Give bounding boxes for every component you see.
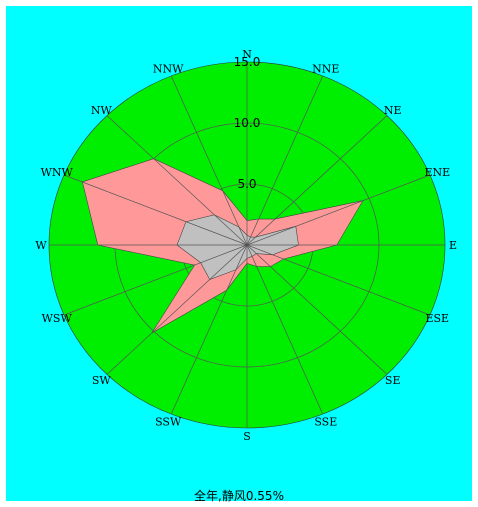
- direction-label-ene: ENE: [424, 166, 450, 179]
- direction-label-se: SE: [385, 374, 401, 387]
- spoke-ne: [246, 115, 388, 246]
- direction-label-ese: ESE: [425, 312, 449, 325]
- direction-label-nne: NNE: [312, 63, 339, 76]
- spoke-nne: [246, 75, 324, 246]
- spoke-wsw: [63, 244, 248, 316]
- spoke-wnw: [63, 174, 248, 246]
- spoke-sse: [246, 244, 324, 415]
- chart-caption: 全年,静风0.55%: [194, 489, 284, 503]
- direction-label-nw: NW: [91, 104, 113, 117]
- direction-label-n: N: [242, 48, 252, 61]
- direction-label-ssw: SSW: [155, 416, 182, 429]
- direction-label-w: W: [35, 239, 47, 252]
- direction-label-wnw: WNW: [41, 166, 74, 179]
- ring-value-label-2: 15.0: [234, 55, 261, 69]
- direction-label-sw: SW: [92, 374, 112, 387]
- chart-panel: N NNE NE ENE E ESE SE SSE S SSW SW WSW W WNW NW NNW 5.0 1…: [6, 6, 472, 503]
- direction-label-e: E: [449, 239, 457, 252]
- ring-value-label-0: 5.0: [237, 177, 256, 191]
- spoke-nw: [106, 115, 248, 246]
- spoke-se: [246, 244, 388, 375]
- direction-label-wsw: WSW: [42, 312, 73, 325]
- direction-label-sse: SSE: [314, 416, 337, 429]
- spoke-ese: [246, 244, 431, 316]
- direction-label-ne: NE: [384, 104, 402, 117]
- spoke-ene: [246, 174, 431, 246]
- direction-label-nnw: NNW: [153, 63, 184, 76]
- wind-rose-chart: N NNE NE ENE E ESE SE SSE S SSW SW WSW W WNW NW NNW 5.0 1…: [35, 48, 457, 443]
- ring-value-label-1: 10.0: [234, 116, 261, 130]
- spoke-nnw: [170, 75, 248, 246]
- direction-label-s: S: [243, 430, 251, 443]
- spoke-sw: [106, 244, 248, 375]
- spoke-ssw: [170, 244, 248, 415]
